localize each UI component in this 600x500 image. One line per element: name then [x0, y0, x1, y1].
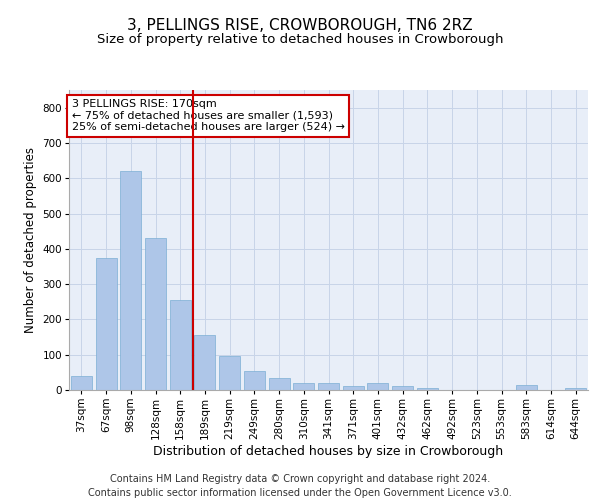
- Bar: [269, 378, 290, 390]
- Bar: [244, 370, 265, 390]
- Bar: [343, 386, 364, 390]
- Text: Contains HM Land Registry data © Crown copyright and database right 2024.
Contai: Contains HM Land Registry data © Crown c…: [88, 474, 512, 498]
- Bar: [367, 383, 388, 390]
- Text: Size of property relative to detached houses in Crowborough: Size of property relative to detached ho…: [97, 32, 503, 46]
- Y-axis label: Number of detached properties: Number of detached properties: [24, 147, 37, 333]
- Bar: [293, 383, 314, 390]
- Bar: [170, 300, 191, 390]
- Bar: [71, 376, 92, 390]
- Bar: [417, 388, 438, 390]
- Bar: [145, 238, 166, 390]
- Bar: [392, 386, 413, 390]
- Bar: [516, 384, 537, 390]
- Bar: [95, 258, 116, 390]
- Bar: [194, 336, 215, 390]
- Bar: [120, 171, 141, 390]
- Text: 3, PELLINGS RISE, CROWBOROUGH, TN6 2RZ: 3, PELLINGS RISE, CROWBOROUGH, TN6 2RZ: [127, 18, 473, 32]
- Bar: [219, 356, 240, 390]
- Bar: [565, 388, 586, 390]
- Text: 3 PELLINGS RISE: 170sqm
← 75% of detached houses are smaller (1,593)
25% of semi: 3 PELLINGS RISE: 170sqm ← 75% of detache…: [71, 99, 344, 132]
- Bar: [318, 383, 339, 390]
- X-axis label: Distribution of detached houses by size in Crowborough: Distribution of detached houses by size …: [154, 444, 503, 458]
